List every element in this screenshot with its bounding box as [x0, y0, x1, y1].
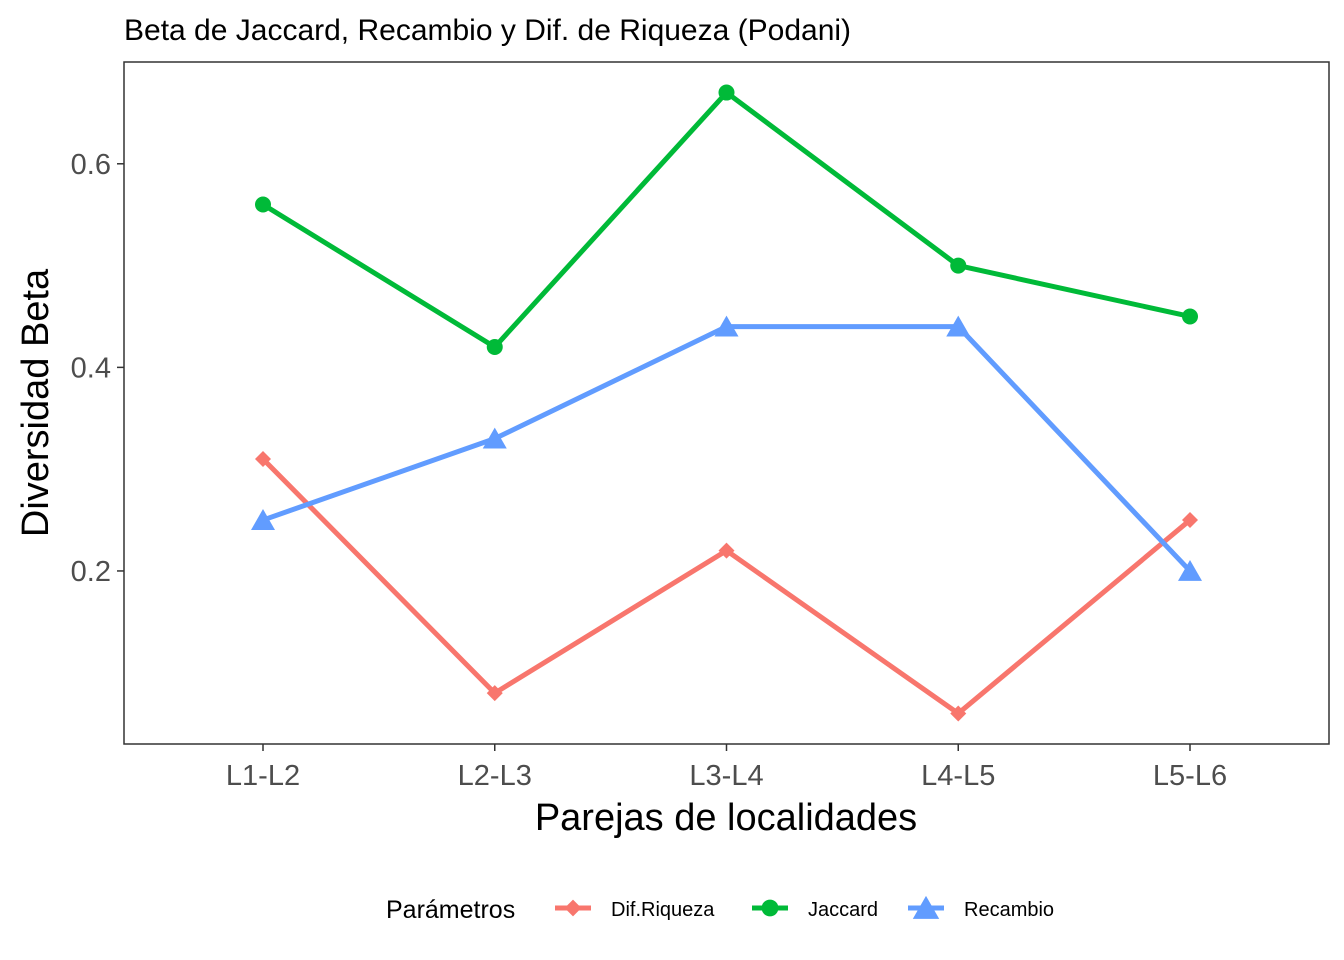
- series-dif-riqueza: [255, 450, 1198, 722]
- y-tick-label: 0.2: [71, 556, 111, 588]
- legend-label: Jaccard: [808, 899, 878, 921]
- x-tick-label: L5-L6: [1153, 760, 1227, 792]
- legend-item-jaccard: Jaccard: [752, 899, 878, 921]
- data-point-recambio: [251, 509, 275, 530]
- x-tick-label: L4-L5: [921, 760, 995, 792]
- data-point-dif-riqueza: [950, 705, 967, 722]
- data-point-dif-riqueza: [255, 450, 271, 467]
- data-point-dif-riqueza: [718, 542, 735, 559]
- x-tick-label: L3-L4: [689, 760, 763, 792]
- data-point-jaccard: [486, 339, 503, 356]
- data-point-dif-riqueza: [486, 685, 503, 702]
- y-tick-label: 0.6: [71, 149, 111, 181]
- x-axis-title: Parejas de localidades: [535, 797, 917, 839]
- data-point-recambio: [946, 315, 971, 337]
- data-point-jaccard: [255, 196, 271, 213]
- y-axis-title: Diversidad Beta: [15, 268, 57, 537]
- series-layer: [251, 84, 1202, 722]
- series-jaccard: [255, 84, 1198, 356]
- series-recambio: [251, 315, 1202, 581]
- data-point-recambio: [714, 315, 739, 337]
- legend-title: Parámetros: [386, 896, 515, 924]
- legend-key-marker: [564, 899, 582, 917]
- legend-item-dif-riqueza: Dif.Riqueza: [555, 899, 715, 921]
- data-point-jaccard: [1182, 308, 1198, 325]
- x-tick-label: L2-L3: [458, 760, 532, 792]
- data-point-recambio: [1178, 559, 1202, 581]
- x-axis: L1-L2 L2-L3 L3-L4 L4-L5 L5-L6: [226, 744, 1227, 792]
- legend-item-recambio: Recambio: [908, 895, 1054, 921]
- legend-key-marker: [761, 899, 779, 917]
- legend-key-marker: [912, 895, 940, 919]
- plot-panel: [123, 61, 1330, 745]
- y-axis: 0.2 0.4 0.6: [71, 149, 124, 588]
- legend-label: Recambio: [964, 899, 1054, 921]
- y-tick-label: 0.4: [71, 352, 111, 384]
- x-tick-label: L1-L2: [226, 760, 300, 792]
- data-point-recambio: [482, 427, 507, 449]
- data-point-jaccard: [718, 84, 735, 101]
- legend-label: Dif.Riqueza: [611, 899, 715, 921]
- legend: Parámetros Dif.Riqueza Jaccard Recambio: [386, 895, 1054, 924]
- data-point-jaccard: [950, 257, 967, 274]
- chart-title: Beta de Jaccard, Recambio y Dif. de Riqu…: [124, 14, 851, 47]
- data-point-dif-riqueza: [1182, 512, 1198, 529]
